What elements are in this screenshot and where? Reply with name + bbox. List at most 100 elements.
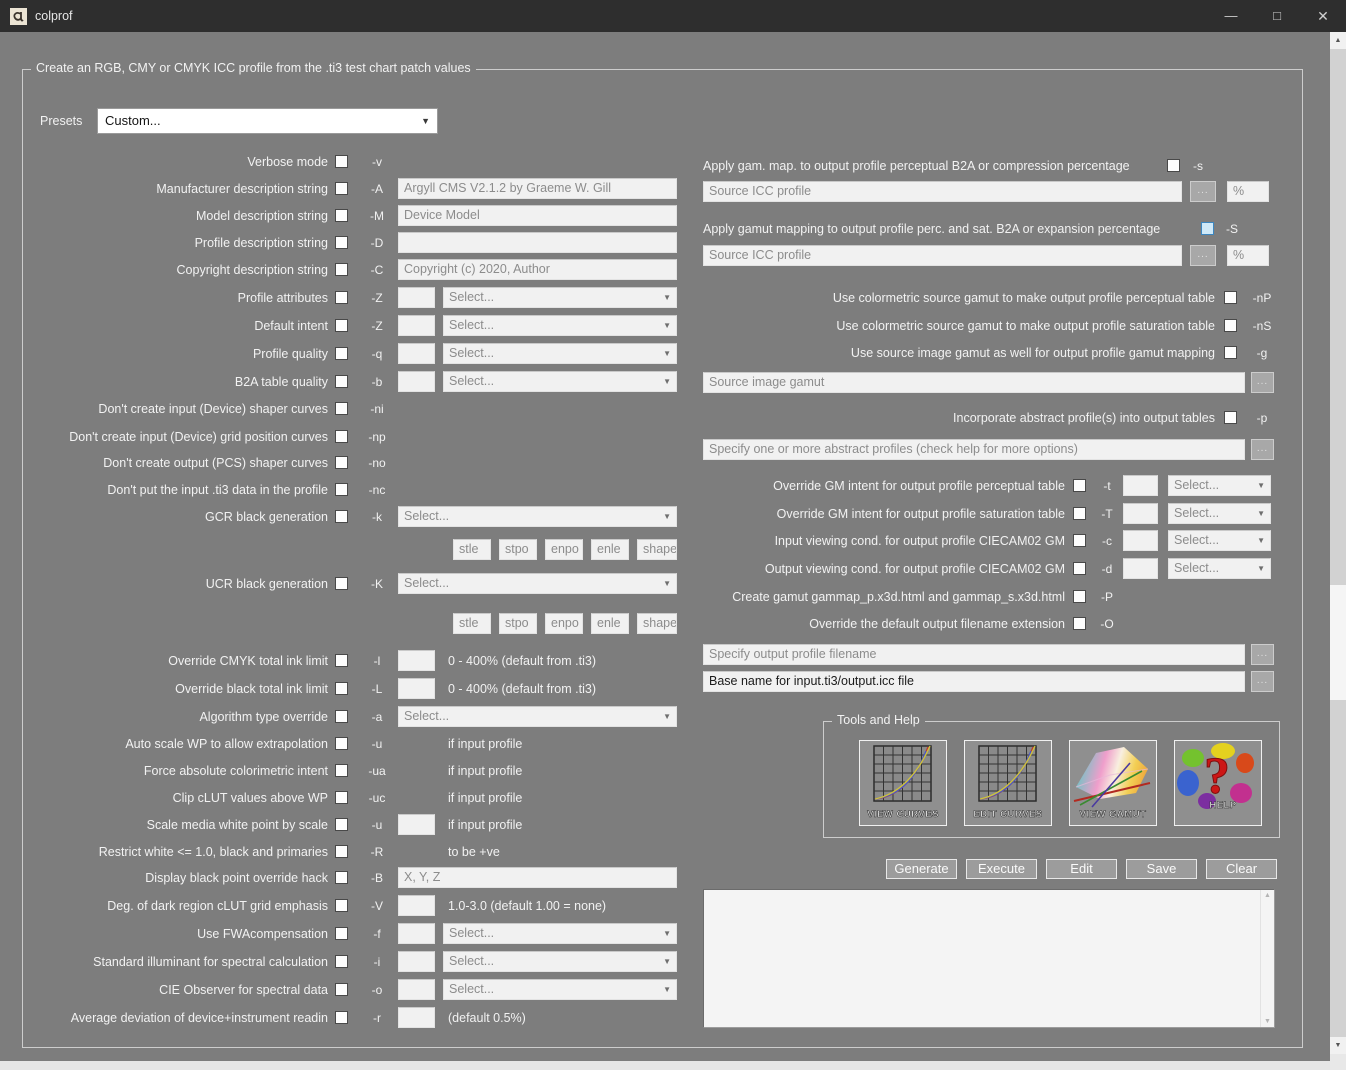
input-u-arg[interactable] [398, 814, 435, 835]
checkbox-M[interactable] [335, 209, 348, 222]
select-K[interactable]: Select... ▼ [398, 573, 677, 594]
save-button[interactable]: Save [1126, 859, 1197, 879]
input-C[interactable]: Copyright (c) 2020, Author [398, 259, 677, 280]
view-gamut-button[interactable]: VIEW GAMUT [1069, 740, 1157, 826]
input-D[interactable] [398, 232, 677, 253]
input-q-arg[interactable] [398, 343, 435, 364]
output-scrollbar[interactable]: ▲ ▼ [1260, 890, 1274, 1027]
input-enpo[interactable]: enpo [545, 613, 583, 634]
input-source_icc_1[interactable]: Source ICC profile [703, 181, 1182, 202]
checkbox-np[interactable] [335, 430, 348, 443]
checkbox-nc[interactable] [335, 483, 348, 496]
checkbox-ua[interactable] [335, 764, 348, 777]
checkbox-T[interactable] [1073, 507, 1086, 520]
checkbox-u[interactable] [335, 737, 348, 750]
input-M[interactable]: Device Model [398, 205, 677, 226]
input-shape[interactable]: shape [637, 539, 677, 560]
input-enpo[interactable]: enpo [545, 539, 583, 560]
checkbox-no[interactable] [335, 456, 348, 469]
scroll-up-button[interactable]: ▲ [1330, 32, 1346, 49]
input-base_name[interactable]: Base name for input.ti3/output.icc file [703, 671, 1245, 692]
select-k[interactable]: Select... ▼ [398, 506, 677, 527]
input-o-arg[interactable] [398, 979, 435, 1000]
browse-button[interactable]: ... [1251, 644, 1274, 665]
checkbox-p[interactable] [1224, 411, 1237, 424]
checkbox-o[interactable] [335, 983, 348, 996]
checkbox-s[interactable] [1167, 159, 1180, 172]
input-abstract_profiles[interactable]: Specify one or more abstract profiles (c… [703, 439, 1245, 460]
presets-dropdown[interactable]: Custom... ▼ [97, 108, 438, 134]
checkbox-C[interactable] [335, 263, 348, 276]
input-stle[interactable]: stle [453, 613, 491, 634]
generate-button[interactable]: Generate [886, 859, 957, 879]
close-button[interactable]: ✕ [1317, 8, 1329, 24]
select-a[interactable]: Select... ▼ [398, 706, 677, 727]
checkbox-b[interactable] [335, 375, 348, 388]
output-log[interactable]: ▲ ▼ [703, 889, 1275, 1028]
checkbox-Z[interactable] [335, 319, 348, 332]
browse-button[interactable]: ... [1251, 372, 1274, 393]
checkbox-B[interactable] [335, 871, 348, 884]
checkbox-A[interactable] [335, 182, 348, 195]
checkbox-d[interactable] [1073, 562, 1086, 575]
checkbox-v[interactable] [335, 155, 348, 168]
edit-curves-button[interactable]: EDIT CURVES [964, 740, 1052, 826]
scroll-down-button[interactable]: ▼ [1330, 1037, 1346, 1054]
input-l-arg[interactable] [398, 650, 435, 671]
checkbox-r[interactable] [335, 1011, 348, 1024]
help-button[interactable]: ? HELP [1174, 740, 1262, 826]
percent-field[interactable]: % [1227, 181, 1269, 202]
input-enle[interactable]: enle [591, 539, 629, 560]
input-r-arg[interactable] [398, 1007, 435, 1028]
checkbox-c[interactable] [1073, 534, 1086, 547]
checkbox-nP[interactable] [1224, 291, 1237, 304]
percent-field[interactable]: % [1227, 245, 1269, 266]
input-stpo[interactable]: stpo [499, 613, 537, 634]
checkbox-K[interactable] [335, 577, 348, 590]
select-b[interactable]: Select... ▼ [443, 371, 677, 392]
checkbox-ni[interactable] [335, 402, 348, 415]
checkbox-V[interactable] [335, 899, 348, 912]
select-Z[interactable]: Select... ▼ [443, 315, 677, 336]
checkbox-u[interactable] [335, 818, 348, 831]
browse-button[interactable]: ... [1190, 181, 1216, 202]
checkbox-t[interactable] [1073, 479, 1086, 492]
checkbox-L[interactable] [335, 682, 348, 695]
select-o[interactable]: Select... ▼ [443, 979, 677, 1000]
input-T-arg[interactable] [1123, 503, 1158, 524]
select-c[interactable]: Select... ▼ [1168, 530, 1271, 551]
checkbox-l[interactable] [335, 654, 348, 667]
view-curves-button[interactable]: VIEW CURVES [859, 740, 947, 826]
clear-button[interactable]: Clear [1206, 859, 1277, 879]
scroll-thumb[interactable] [1330, 585, 1346, 700]
input-b-arg[interactable] [398, 371, 435, 392]
select-T[interactable]: Select... ▼ [1168, 503, 1271, 524]
input-enle[interactable]: enle [591, 613, 629, 634]
checkbox-uc[interactable] [335, 791, 348, 804]
input-Z-arg[interactable] [398, 315, 435, 336]
browse-button[interactable]: ... [1251, 439, 1274, 460]
edit-button[interactable]: Edit [1046, 859, 1117, 879]
checkbox-R[interactable] [335, 845, 348, 858]
window-hscrollbar[interactable] [0, 1061, 1330, 1070]
window-vscrollbar[interactable]: ▲ ▼ [1330, 32, 1346, 1054]
input-c-arg[interactable] [1123, 530, 1158, 551]
checkbox-a[interactable] [335, 710, 348, 723]
browse-button[interactable]: ... [1251, 671, 1274, 692]
select-i[interactable]: Select... ▼ [443, 951, 677, 972]
input-L-arg[interactable] [398, 678, 435, 699]
maximize-button[interactable]: □ [1273, 8, 1281, 23]
input-output_filename[interactable]: Specify output profile filename [703, 644, 1245, 665]
checkbox-O[interactable] [1073, 617, 1086, 630]
input-Z-arg[interactable] [398, 287, 435, 308]
select-f[interactable]: Select... ▼ [443, 923, 677, 944]
checkbox-P[interactable] [1073, 590, 1086, 603]
checkbox-i[interactable] [335, 955, 348, 968]
select-d[interactable]: Select... ▼ [1168, 558, 1271, 579]
input-source_image_gamut[interactable]: Source image gamut [703, 372, 1245, 393]
select-Z[interactable]: Select... ▼ [443, 287, 677, 308]
checkbox-Z[interactable] [335, 291, 348, 304]
checkbox-S[interactable] [1201, 222, 1214, 235]
input-stle[interactable]: stle [453, 539, 491, 560]
input-shape[interactable]: shape [637, 613, 677, 634]
